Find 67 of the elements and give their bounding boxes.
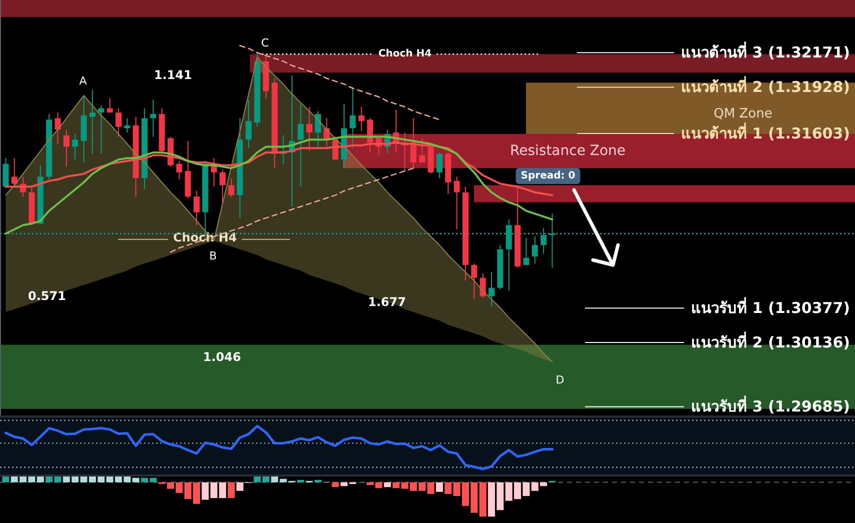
bar (314, 480, 322, 482)
candlestick (549, 213, 556, 268)
candlestick (89, 89, 96, 154)
candlestick (315, 110, 321, 149)
candlestick (306, 106, 312, 152)
bar (444, 482, 452, 494)
candlestick (532, 236, 538, 264)
candlestick (488, 272, 494, 307)
candlestick (228, 178, 234, 198)
candlestick (454, 176, 460, 230)
annotation: 0.571 (28, 289, 66, 303)
candlestick (176, 160, 182, 180)
bar (46, 476, 53, 482)
candlestick (480, 273, 486, 298)
ref-line-label: แนวรับที่ 1 (1.30377) (691, 297, 850, 318)
candlestick (11, 158, 18, 188)
annotation: C (261, 36, 270, 50)
bar (427, 482, 434, 494)
candlestick (471, 263, 478, 300)
band-label: QM Zone (714, 106, 772, 122)
candlestick (220, 169, 226, 204)
candlestick (540, 227, 547, 254)
band-label: Resistance Zone (510, 143, 626, 160)
bar (202, 482, 209, 500)
candlestick (106, 98, 113, 114)
ref-line-label: แนวรับที่ 2 (1.30136) (691, 331, 850, 352)
bar (132, 478, 140, 482)
ref-line-label: แนวต้านที่ 2 (1.31928) (681, 76, 850, 96)
candlestick (298, 104, 304, 188)
annotation: Spread: 0 (520, 170, 576, 182)
ref-line-label: แนวรับที่ 3 (1.29685) (691, 396, 850, 416)
bar (228, 482, 235, 498)
candlestick (63, 129, 70, 168)
ref-line-label: แนวต้านที่ 1 (1.31603) (681, 122, 850, 142)
annotation: 1.046 (203, 350, 241, 364)
candlestick (72, 133, 78, 160)
annotation: D (556, 374, 564, 386)
bar (392, 482, 400, 488)
candlestick (194, 190, 200, 226)
candlestick (436, 152, 442, 179)
candlestick (419, 138, 426, 163)
candlestick (410, 118, 416, 169)
candlestick (523, 237, 530, 266)
bar (54, 476, 62, 482)
bar (271, 476, 278, 482)
candlestick (358, 106, 364, 132)
candlestick (367, 118, 374, 153)
candlestick (98, 104, 104, 154)
candlestick (350, 86, 356, 149)
bar (2, 476, 10, 482)
annotation: B (209, 250, 217, 262)
candlestick (54, 112, 61, 144)
candlestick (246, 99, 252, 149)
candlestick (115, 108, 122, 138)
bar (436, 482, 443, 492)
bar (384, 482, 391, 488)
annotation: 1.677 (368, 295, 406, 309)
ref-line-label: แนวต้านที่ 3 (1.32171) (681, 42, 850, 62)
bar (297, 480, 304, 482)
bar (36, 476, 44, 482)
annotation: 1.141 (154, 68, 192, 82)
annotation: A (79, 74, 88, 88)
ref-line-label: Choch H4 (378, 48, 432, 60)
candlestick (2, 158, 9, 189)
candlestick (150, 99, 156, 138)
bar (479, 482, 486, 517)
bar (332, 482, 339, 488)
